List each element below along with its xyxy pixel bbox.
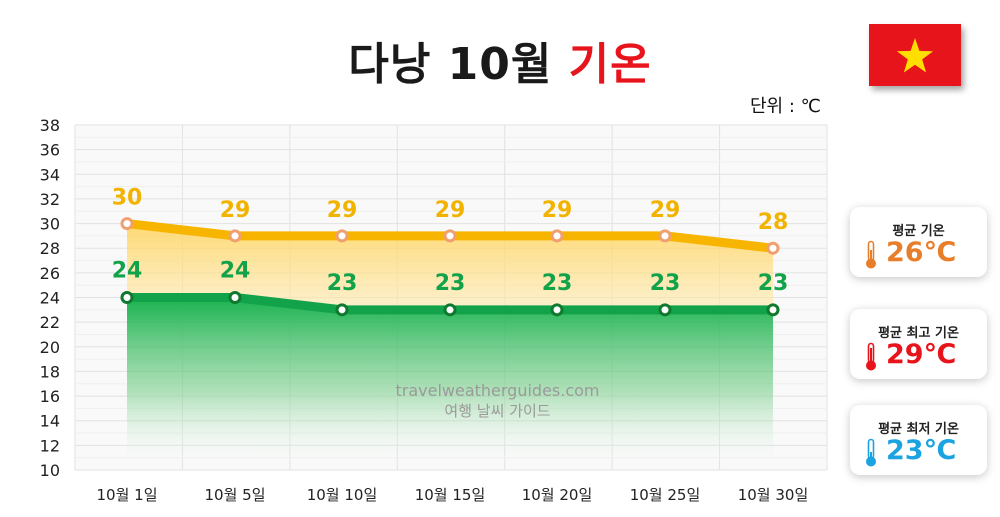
x-tick-label: 10월 1일 [97,486,158,504]
low-temp-data-label: 23 [650,271,681,296]
y-tick-label: 38 [40,116,60,135]
y-tick-label: 12 [40,436,60,455]
y-tick-label: 26 [40,264,60,283]
vietnam-flag-icon [869,24,961,86]
low-temp-data-label: 23 [435,271,466,296]
card-value: 29℃ [886,339,957,370]
high-temp-point [120,217,134,231]
high-temp-data-label: 29 [327,198,358,223]
low-temp-data-label: 24 [112,259,143,284]
unit-label: 단위 : ℃ [750,96,821,117]
low-temp-area [127,297,773,470]
y-tick-label: 20 [40,338,60,357]
thermometer-orange-icon [866,240,876,269]
card-label: 평균 기온 [892,224,945,239]
x-tick-label: 10월 10일 [307,486,378,504]
thermometer-blue-icon [866,438,876,467]
high-temp-data-label: 29 [542,198,573,223]
card-average-low-temp: 평균 최저 기온 23℃ [850,405,987,475]
low-temp-data-label: 23 [758,271,789,296]
high-temp-data-label: 29 [220,198,251,223]
title-main: 다낭 10월 [348,39,553,90]
page-title: 다낭 10월 기온 [0,28,1000,92]
high-temp-point [335,229,349,243]
thermometer-red-icon [866,342,876,371]
high-temp-point [550,229,564,243]
y-tick-label: 22 [40,313,60,332]
low-temp-point [335,303,349,317]
y-tick-label: 36 [40,141,60,160]
x-tick-label: 10월 20일 [522,486,593,504]
low-temp-point [228,291,242,304]
low-temp-point [766,303,780,317]
y-tick-label: 10 [40,461,60,480]
x-tick-label: 10월 5일 [205,486,266,504]
high-temp-data-label: 29 [650,198,681,223]
low-temp-point [658,303,672,317]
card-average-high-temp: 평균 최고 기온 29℃ [850,309,987,379]
watermark-text: 여행 날씨 가이드 [444,402,551,420]
title-highlight: 기온 [568,39,652,90]
card-value: 26℃ [886,237,957,268]
y-tick-label: 34 [40,165,60,184]
high-temp-area [127,223,773,310]
x-tick-label: 10월 30일 [738,486,809,504]
high-temp-point [443,229,457,243]
low-temp-data-label: 24 [220,259,251,284]
low-temp-data-label: 23 [542,271,573,296]
y-tick-label: 18 [40,362,60,381]
card-label: 평균 최저 기온 [878,422,959,437]
low-temp-data-label: 23 [327,271,358,296]
high-temp-point [766,241,780,255]
x-tick-label: 10월 25일 [630,486,701,504]
high-temp-data-label: 28 [758,210,789,235]
low-temp-point [550,303,564,317]
low-temp-point [120,291,134,304]
card-value: 23℃ [886,435,957,466]
y-tick-label: 14 [40,412,60,431]
high-temp-point [658,229,672,243]
card-label: 평균 최고 기온 [878,326,959,341]
y-tick-label: 32 [40,190,60,209]
low-temp-point [443,303,457,317]
y-tick-label: 28 [40,239,60,258]
high-temp-data-label: 30 [112,186,143,211]
high-temp-data-label: 29 [435,198,466,223]
y-tick-label: 16 [40,387,60,406]
high-temp-point [228,229,242,243]
watermark-url: travelweatherguides.com [395,381,600,400]
y-tick-label: 24 [40,289,60,308]
card-average-temp: 평균 기온 26℃ [850,207,987,277]
y-tick-label: 30 [40,215,60,234]
x-tick-label: 10월 15일 [415,486,486,504]
